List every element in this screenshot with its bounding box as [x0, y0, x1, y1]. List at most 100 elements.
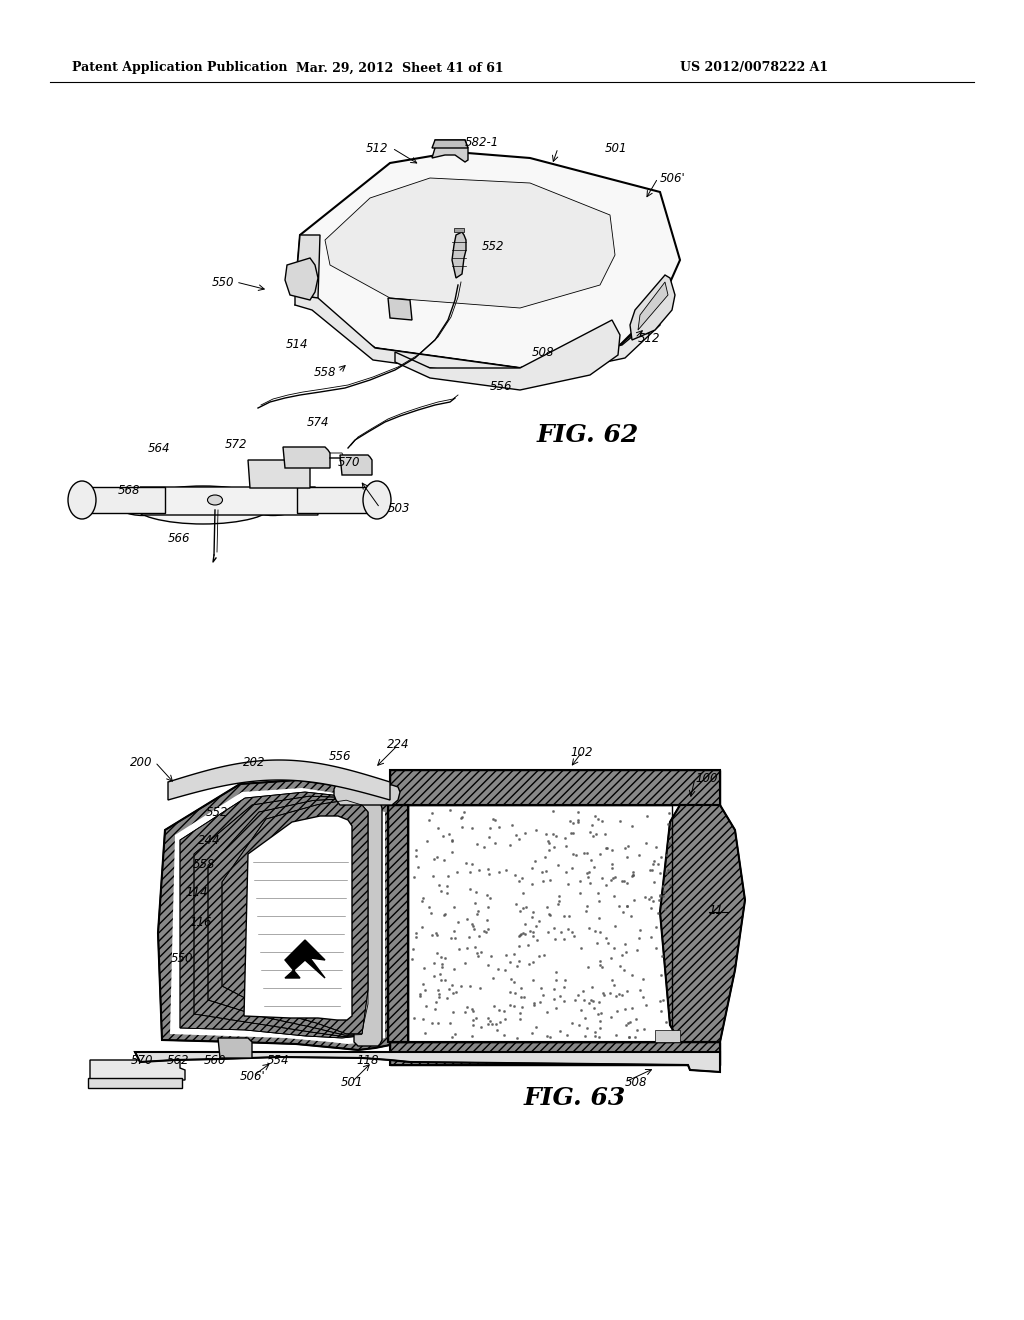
Polygon shape — [285, 257, 318, 300]
Point — [636, 1018, 652, 1039]
Point — [571, 883, 588, 904]
Point — [629, 939, 645, 960]
Point — [638, 807, 654, 828]
Point — [424, 925, 440, 946]
Text: 568: 568 — [118, 483, 140, 496]
Point — [530, 945, 547, 966]
Point — [429, 846, 445, 867]
Point — [498, 945, 514, 966]
Point — [450, 911, 466, 932]
Point — [453, 975, 469, 997]
Point — [426, 952, 442, 973]
Point — [618, 896, 635, 917]
Point — [486, 995, 503, 1016]
Point — [573, 937, 590, 958]
Point — [607, 986, 624, 1007]
Point — [527, 850, 544, 871]
Point — [417, 979, 433, 1001]
Point — [565, 843, 582, 865]
Point — [560, 919, 577, 940]
Point — [525, 952, 542, 973]
Point — [563, 921, 580, 942]
Point — [504, 814, 520, 836]
Point — [459, 937, 475, 958]
Point — [514, 898, 530, 919]
Point — [480, 1007, 497, 1028]
Point — [414, 916, 430, 937]
Point — [447, 982, 464, 1003]
Point — [446, 927, 463, 948]
Point — [625, 865, 641, 886]
Polygon shape — [390, 1041, 720, 1065]
Point — [478, 909, 495, 931]
Point — [443, 928, 460, 949]
Point — [483, 945, 500, 966]
Point — [584, 977, 600, 998]
Point — [431, 964, 447, 985]
Point — [632, 979, 648, 1001]
Point — [487, 1014, 504, 1035]
Point — [481, 863, 498, 884]
Point — [553, 921, 569, 942]
Text: 501: 501 — [605, 141, 628, 154]
Point — [655, 886, 672, 907]
Point — [457, 953, 473, 974]
Point — [511, 870, 527, 891]
Text: 570: 570 — [338, 455, 360, 469]
Point — [642, 898, 658, 919]
Text: 512: 512 — [366, 141, 388, 154]
Polygon shape — [170, 788, 385, 1044]
Point — [583, 849, 599, 870]
Point — [520, 935, 537, 956]
Point — [605, 867, 622, 888]
Point — [443, 842, 460, 863]
Polygon shape — [140, 487, 318, 515]
Point — [408, 923, 424, 944]
Point — [470, 925, 486, 946]
Point — [523, 1022, 540, 1043]
Point — [510, 950, 526, 972]
Point — [496, 1024, 512, 1045]
Point — [653, 846, 670, 867]
Point — [522, 920, 539, 941]
Point — [606, 937, 623, 958]
Point — [527, 820, 544, 841]
Point — [527, 916, 544, 937]
Text: 552: 552 — [482, 240, 505, 253]
Point — [469, 900, 485, 921]
Point — [623, 906, 639, 927]
Point — [469, 833, 485, 854]
Point — [614, 870, 631, 891]
Point — [654, 875, 671, 896]
Polygon shape — [244, 816, 352, 1020]
Point — [524, 969, 541, 990]
Point — [486, 809, 503, 830]
Point — [615, 902, 632, 923]
Point — [490, 862, 507, 883]
Point — [542, 870, 558, 891]
Polygon shape — [90, 487, 165, 513]
Point — [575, 990, 592, 1011]
Polygon shape — [248, 459, 310, 488]
Point — [540, 921, 556, 942]
Point — [557, 862, 573, 883]
Text: FIG. 63: FIG. 63 — [524, 1086, 626, 1110]
Ellipse shape — [362, 480, 391, 519]
Point — [662, 833, 678, 854]
Point — [470, 945, 486, 966]
Point — [557, 969, 573, 990]
Polygon shape — [432, 140, 468, 148]
Polygon shape — [395, 319, 620, 389]
Point — [526, 994, 543, 1015]
Point — [497, 1008, 513, 1030]
Point — [507, 865, 523, 886]
Point — [462, 862, 478, 883]
Point — [513, 986, 529, 1007]
Point — [582, 873, 598, 894]
Point — [535, 983, 551, 1005]
Point — [663, 875, 679, 896]
Point — [590, 809, 606, 830]
Point — [592, 950, 608, 972]
Point — [508, 894, 524, 915]
Text: 244: 244 — [198, 833, 220, 846]
